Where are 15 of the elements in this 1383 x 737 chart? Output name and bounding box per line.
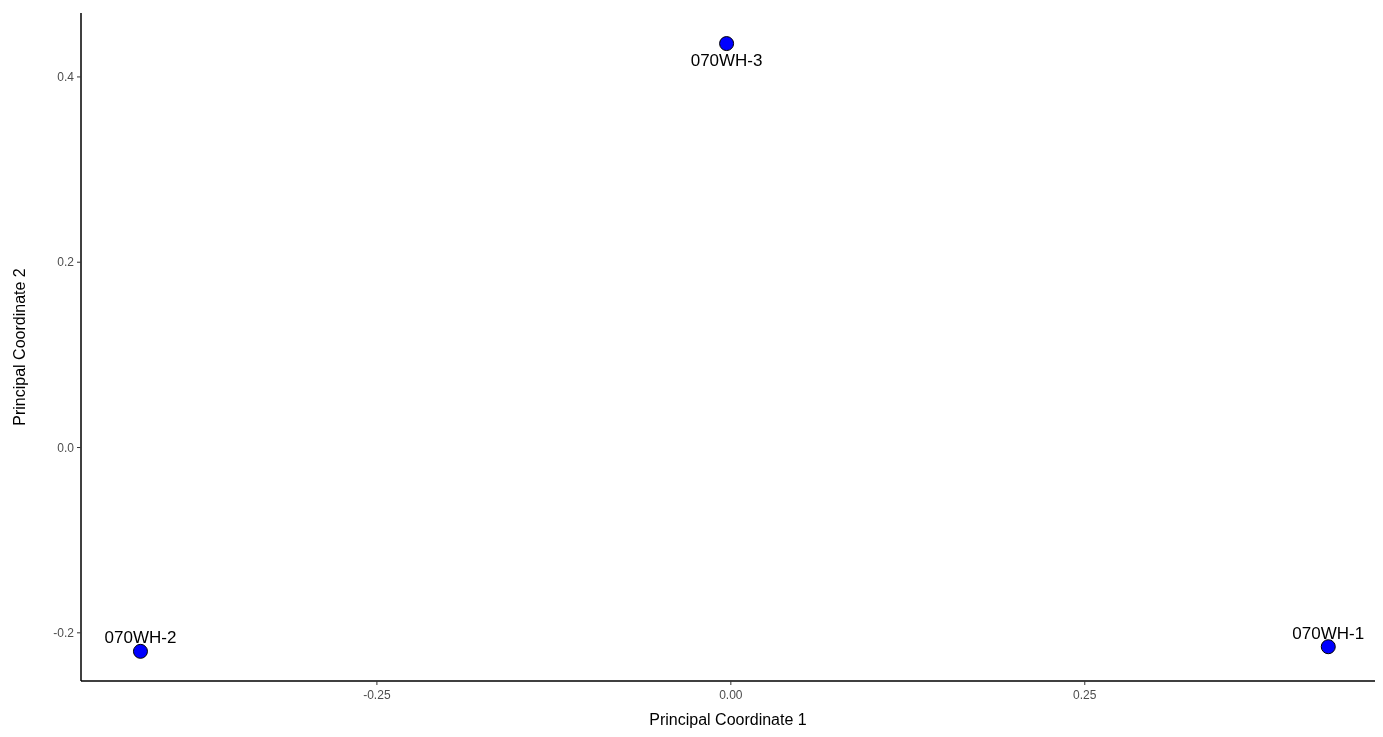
x-tick-label: 0.00 — [719, 688, 743, 702]
point — [1320, 639, 1336, 655]
annotation: 070WH-3 — [690, 50, 763, 70]
y-axis-title: Principal Coordinate 2 — [11, 268, 28, 426]
y-tick-label: -0.2 — [53, 626, 75, 641]
x-axis-title: Principal Coordinate 1 — [649, 711, 807, 728]
point — [132, 643, 148, 659]
y-tick-label: 0.4 — [57, 70, 75, 85]
annotation: 070WH-1 — [1292, 623, 1365, 643]
y-tick-label: 0.0 — [57, 440, 75, 455]
point — [719, 36, 735, 52]
x-tick-label: -0.25 — [363, 688, 391, 702]
annotation: 070WH-2 — [104, 628, 177, 648]
x-tick-label: 0.25 — [1073, 688, 1097, 702]
y-tick-label: 0.2 — [57, 255, 75, 270]
